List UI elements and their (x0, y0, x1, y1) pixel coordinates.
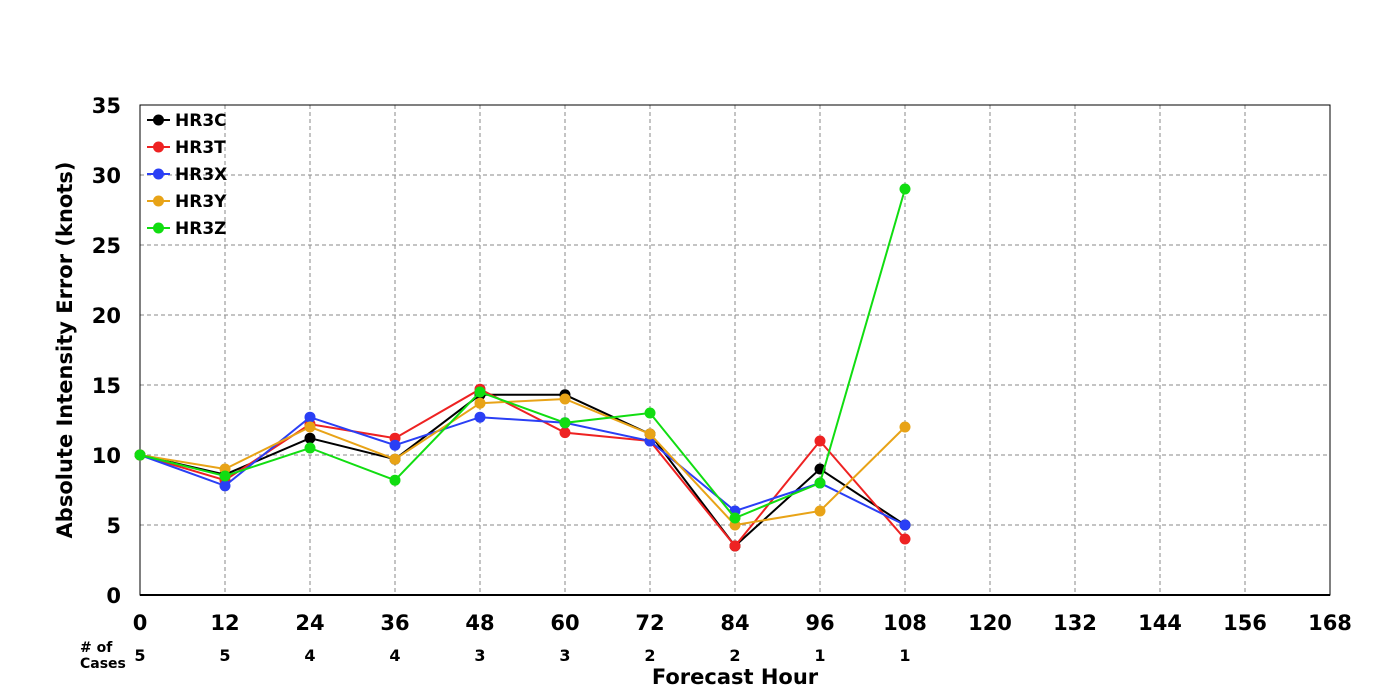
cases-value: 4 (389, 646, 400, 665)
x-tick-label: 120 (968, 611, 1012, 635)
x-tick-label: 48 (465, 611, 494, 635)
y-tick-labels: 0 5 10 15 20 25 30 35 (92, 94, 121, 608)
data-point (304, 421, 316, 433)
data-point (389, 453, 401, 465)
x-tick-label: 24 (295, 611, 324, 635)
cases-value: 1 (814, 646, 825, 665)
data-point (899, 183, 911, 195)
data-point (219, 470, 231, 482)
x-tick-label: 72 (635, 611, 664, 635)
x-tick-label: 0 (133, 611, 148, 635)
data-point (559, 427, 571, 439)
x-tick-label: 108 (883, 611, 927, 635)
data-point (474, 397, 486, 409)
cases-label-line1: # of (80, 640, 113, 656)
legend-label: HR3C (175, 111, 227, 131)
x-tick-labels: 0 12 24 36 48 60 72 84 96 108 120 132 144 156 168 (133, 611, 1352, 635)
cases-value: 5 (134, 646, 145, 665)
x-tick-label: 12 (210, 611, 239, 635)
cases-row: # of Cases 5 5 4 4 3 3 2 2 1 1 (80, 640, 911, 672)
series-line (139, 388, 906, 548)
data-point (729, 512, 741, 524)
x-tick-label: 84 (720, 611, 749, 635)
legend-item-hr3y: HR3Y (147, 192, 227, 212)
y-tick-label: 0 (106, 584, 121, 608)
data-point (559, 417, 571, 429)
series-line (139, 188, 906, 520)
legend-marker (153, 222, 164, 234)
series-line (139, 397, 906, 527)
y-axis-title: Absolute Intensity Error (knots) (53, 162, 77, 539)
legend-marker (153, 141, 164, 153)
data-point (134, 449, 146, 461)
cases-value: 2 (729, 646, 740, 665)
cases-value: 5 (219, 646, 230, 665)
data-point (304, 432, 316, 444)
y-tick-label: 5 (106, 514, 121, 538)
legend-item-hr3z: HR3Z (147, 219, 226, 239)
series-hr3z (134, 183, 911, 524)
cases-value: 1 (899, 646, 910, 665)
legend-marker (153, 195, 164, 207)
legend-item-hr3c: HR3C (147, 111, 227, 131)
x-axis-title: Forecast Hour (652, 665, 819, 689)
cases-value: 3 (474, 646, 485, 665)
data-point (899, 533, 911, 545)
x-tick-label: 60 (550, 611, 579, 635)
data-point (559, 393, 571, 405)
x-tick-label: 36 (380, 611, 409, 635)
series-hr3c (134, 389, 911, 552)
y-tick-label: 15 (92, 374, 121, 398)
x-tick-label: 96 (805, 611, 834, 635)
data-point (389, 439, 401, 451)
legend-marker (153, 114, 164, 126)
data-point (814, 505, 826, 517)
series-group (134, 183, 911, 552)
data-point (899, 421, 911, 433)
data-point (644, 428, 656, 440)
legend: HR3C HR3T HR3X HR3Y HR3Z (147, 111, 227, 239)
y-tick-label: 35 (92, 94, 121, 118)
data-point (474, 411, 486, 423)
y-tick-label: 10 (92, 444, 121, 468)
data-point (304, 411, 316, 423)
legend-item-hr3t: HR3T (147, 138, 226, 158)
data-point (219, 480, 231, 492)
data-point (899, 519, 911, 531)
legend-label: HR3X (175, 165, 227, 185)
data-point (474, 386, 486, 398)
y-tick-label: 30 (92, 164, 121, 188)
y-tick-label: 25 (92, 234, 121, 258)
y-tick-label: 20 (92, 304, 121, 328)
data-point (389, 474, 401, 486)
x-tick-label: 156 (1223, 611, 1267, 635)
cases-label-line2: Cases (80, 656, 126, 672)
cases-value: 3 (559, 646, 570, 665)
series-hr3x (134, 411, 911, 531)
x-tick-label: 144 (1138, 611, 1182, 635)
legend-item-hr3x: HR3X (147, 165, 227, 185)
data-point (814, 435, 826, 447)
x-tick-label: 168 (1308, 611, 1352, 635)
legend-marker (153, 168, 164, 180)
data-point (814, 477, 826, 489)
series-line (139, 393, 906, 548)
legend-label: HR3T (175, 138, 226, 158)
data-point (644, 407, 656, 419)
cases-value: 4 (304, 646, 315, 665)
x-tick-label: 132 (1053, 611, 1097, 635)
legend-label: HR3Z (175, 219, 226, 239)
series-line (139, 416, 906, 526)
data-point (729, 540, 741, 552)
legend-label: HR3Y (175, 192, 227, 212)
data-point (304, 442, 316, 454)
cases-value: 2 (644, 646, 655, 665)
